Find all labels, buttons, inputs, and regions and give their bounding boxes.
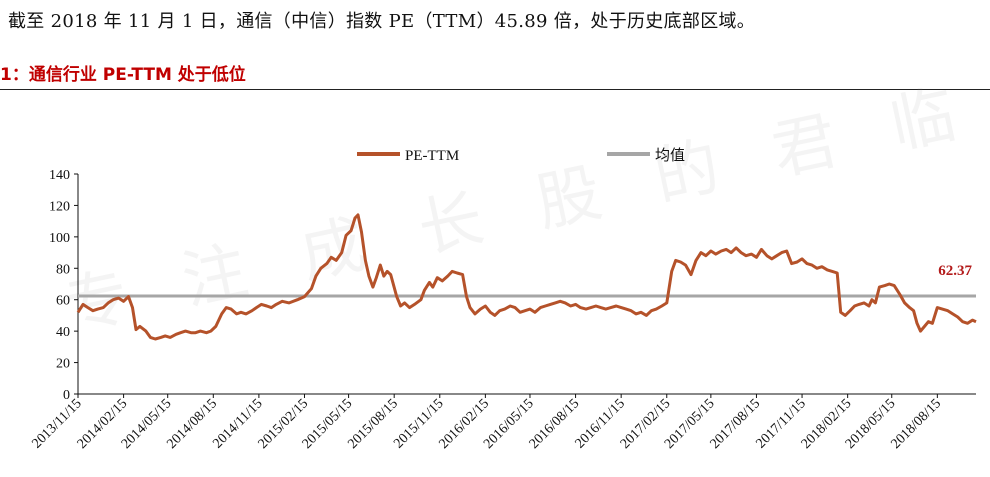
watermark-glyph: 君 [766, 104, 844, 190]
pe-ttm-line [76, 213, 977, 341]
y-tick-label: 140 [49, 168, 70, 183]
y-tick-label: 0 [63, 388, 70, 403]
y-tick-label: 60 [56, 294, 70, 309]
watermark-glyph: 专 [58, 260, 136, 346]
watermark-glyph: 注 [176, 234, 254, 320]
watermark-glyph: 的 [648, 130, 726, 216]
y-tick-label: 40 [56, 325, 70, 340]
watermark-glyph: 临 [884, 78, 962, 164]
chart-legend: PE-TTM 均值 [357, 147, 685, 164]
watermark-glyph: 长 [412, 182, 490, 268]
legend-label-mean: 均值 [655, 147, 685, 164]
mean-value-label: 62.37 [938, 263, 972, 279]
x-axis-ticks: 2013/11/152014/02/152014/05/152014/08/15… [29, 394, 944, 452]
y-tick-label: 120 [49, 199, 70, 214]
chart-axes [77, 174, 976, 395]
intro-text: 截至 2018 年 11 月 1 日，通信（中信）指数 PE（TTM）45.89… [8, 11, 756, 32]
y-tick-label: 100 [49, 231, 70, 246]
y-axis-ticks: 0 20 40 60 80 100 120 140 [49, 168, 78, 403]
y-tick-label: 20 [56, 357, 70, 372]
x-tick-label: 2018/08/15 [888, 396, 944, 452]
title-rule [0, 89, 990, 90]
pe-series [76, 213, 977, 341]
watermark-glyph: 股 [530, 156, 608, 242]
watermark: 专注成长股的君临 [58, 78, 962, 346]
mean-series: 62.37 [78, 263, 976, 298]
y-tick-label: 80 [56, 262, 70, 277]
figure-title: 1：通信行业 PE-TTM 处于低位 [0, 65, 246, 85]
legend-label-pe: PE-TTM [405, 148, 459, 164]
